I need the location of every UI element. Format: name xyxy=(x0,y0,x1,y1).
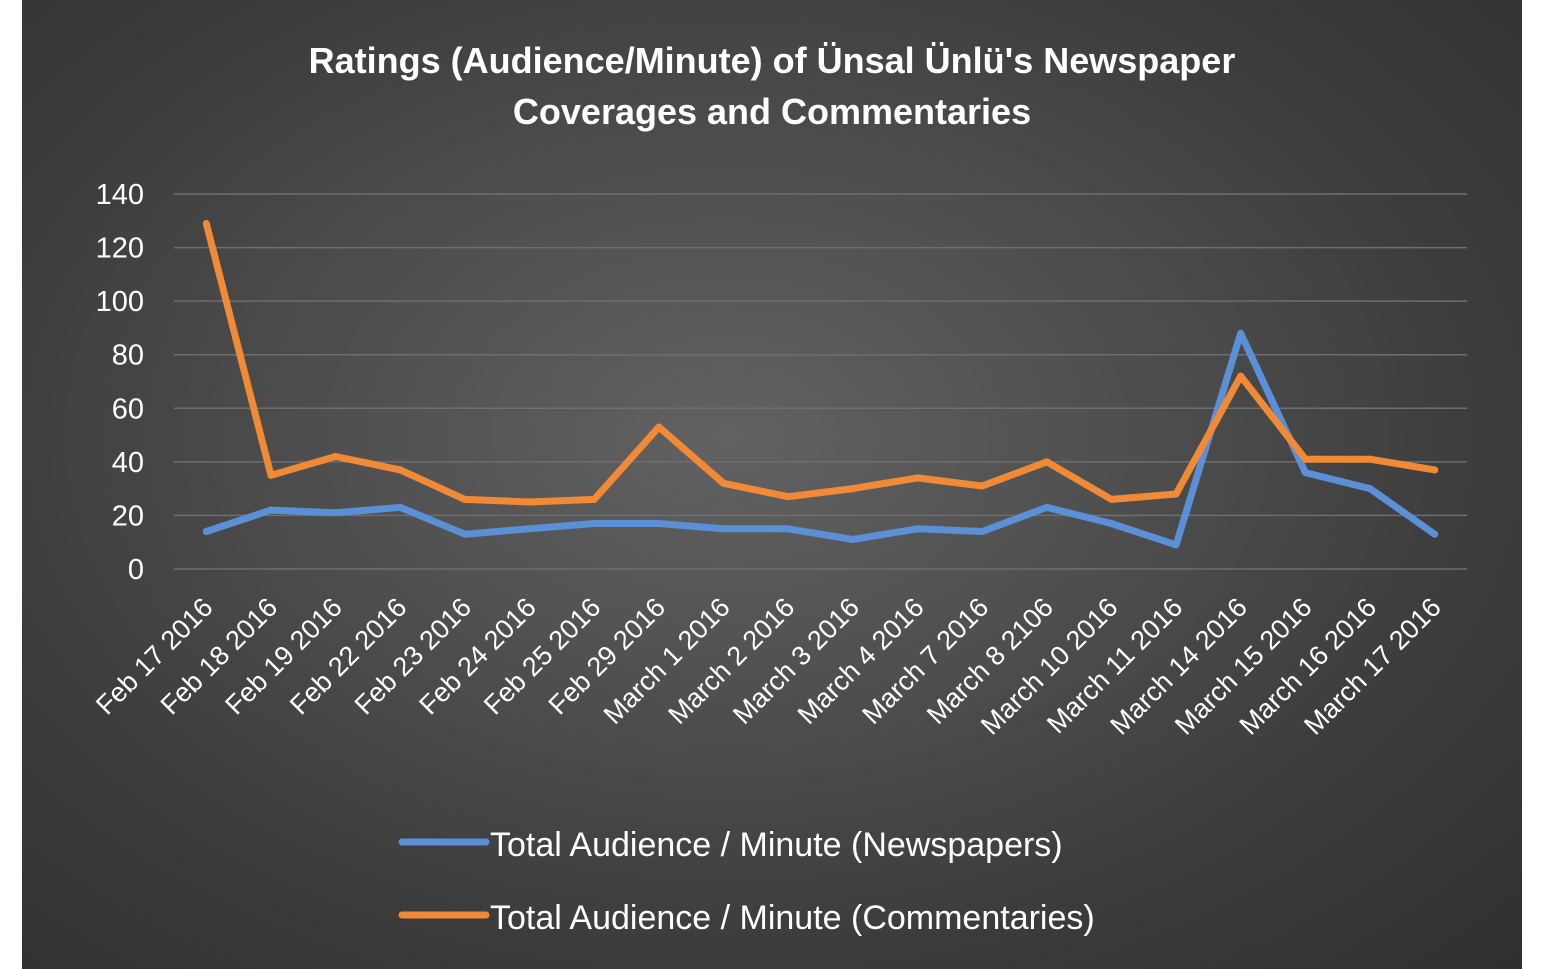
data-point xyxy=(1431,466,1439,474)
series-lines xyxy=(202,219,1439,549)
y-tick-label: 40 xyxy=(112,447,144,479)
data-point xyxy=(461,530,469,538)
y-tick-label: 100 xyxy=(96,286,144,318)
data-point xyxy=(590,519,598,527)
data-point xyxy=(267,506,275,514)
series-line-commentaries xyxy=(202,220,1439,506)
data-point xyxy=(332,453,340,460)
data-point xyxy=(202,528,210,535)
y-axis-ticks: 0 20 40 60 80 100 120 140 xyxy=(96,179,144,586)
data-point xyxy=(978,482,986,490)
data-point xyxy=(720,525,728,533)
data-point xyxy=(1237,372,1245,380)
data-point xyxy=(655,423,663,431)
data-point xyxy=(1366,455,1374,463)
data-point xyxy=(1301,455,1309,463)
gridlines xyxy=(174,193,1467,570)
y-tick-label: 140 xyxy=(96,179,144,211)
data-point xyxy=(267,471,275,479)
data-point xyxy=(1301,469,1309,477)
data-point xyxy=(849,536,857,544)
data-point xyxy=(1107,519,1115,527)
data-point xyxy=(1043,503,1051,511)
data-point xyxy=(849,485,857,493)
data-point xyxy=(526,525,534,533)
data-point xyxy=(655,519,663,527)
data-point xyxy=(978,528,986,535)
series-line-newspapers xyxy=(202,329,1439,549)
data-point xyxy=(784,493,792,501)
data-point xyxy=(1172,490,1180,498)
data-point xyxy=(1366,485,1374,493)
chart-area: Ratings (Audience/Minute) of Ünsal Ünlü'… xyxy=(22,0,1522,969)
data-point xyxy=(1172,541,1180,549)
data-point xyxy=(913,474,921,482)
data-point xyxy=(396,466,404,474)
data-point xyxy=(461,495,469,503)
data-point xyxy=(784,525,792,533)
data-point xyxy=(526,498,534,506)
data-point xyxy=(913,525,921,533)
y-tick-label: 80 xyxy=(112,340,144,372)
y-tick-label: 0 xyxy=(128,554,144,586)
y-tick-label: 120 xyxy=(96,233,144,265)
data-point xyxy=(202,219,210,227)
legend-label-newspapers: Total Audience / Minute (Newspapers) xyxy=(490,826,1063,864)
data-point xyxy=(1043,458,1051,466)
data-point xyxy=(590,495,598,503)
data-point xyxy=(720,479,728,487)
data-point xyxy=(1237,329,1245,337)
data-point xyxy=(396,503,404,511)
legend: Total Audience / Minute (Newspapers) Tot… xyxy=(398,826,1095,937)
y-tick-label: 60 xyxy=(112,393,144,425)
chart-title-line-1: Ratings (Audience/Minute) of Ünsal Ünlü'… xyxy=(309,40,1236,81)
data-point xyxy=(1107,495,1115,503)
legend-label-commentaries: Total Audience / Minute (Commentaries) xyxy=(490,899,1095,937)
data-point xyxy=(332,509,340,517)
line-chart: Ratings (Audience/Minute) of Ünsal Ünlü'… xyxy=(90,40,1467,937)
data-point xyxy=(1431,530,1439,538)
y-tick-label: 20 xyxy=(112,500,144,532)
chart-title-line-2: Coverages and Commentaries xyxy=(513,91,1031,132)
